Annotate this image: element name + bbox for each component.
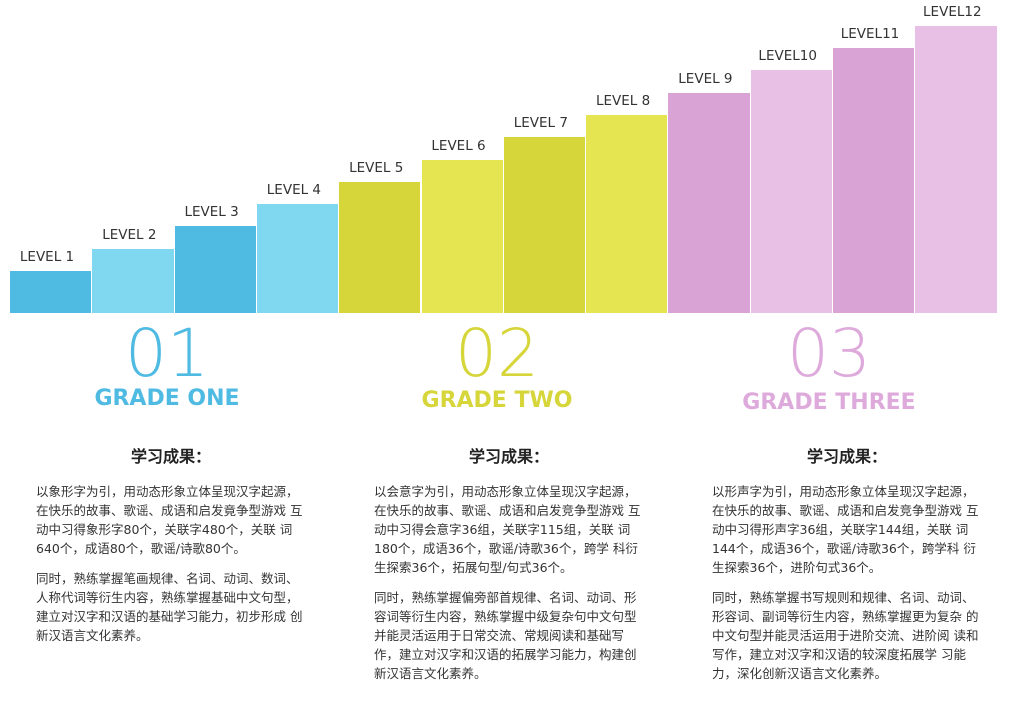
paragraph: 同时，熟练掌握笔画规律、名词、动词、数词、 人称代词等衍生内容，熟练掌握基础中文… bbox=[36, 571, 303, 643]
level-bar bbox=[10, 271, 92, 313]
level-label: LEVEL 6 bbox=[431, 137, 486, 154]
level-label: LEVEL 1 bbox=[19, 249, 75, 265]
level-bar bbox=[915, 25, 997, 313]
paragraph: 以形声字为引，用动态形象立体呈现汉字起源， 在快乐的故事、歌谣、成语和启发竞争型… bbox=[712, 484, 979, 575]
level-label: LEVEL11 bbox=[840, 26, 900, 42]
level-bar bbox=[92, 248, 174, 313]
level-label: LEVEL10 bbox=[758, 48, 817, 65]
level-bar bbox=[503, 137, 586, 313]
level-bar bbox=[256, 204, 339, 313]
description: 以会意字为引，用动态形象立体呈现汉字起源， 在快乐的故事、歌谣、成语和启发竞争型… bbox=[374, 482, 644, 694]
section-heading: 学习成果： bbox=[468, 447, 549, 466]
grade-name: GRADE TWO bbox=[421, 388, 573, 413]
level-label: LEVEL 7 bbox=[513, 115, 568, 132]
level-bar bbox=[668, 92, 750, 313]
section-heading: 学习成果： bbox=[806, 447, 887, 466]
level-label: LEVEL 3 bbox=[184, 204, 239, 221]
grade-name: GRADE ONE bbox=[94, 386, 240, 411]
level-label: LEVEL12 bbox=[923, 3, 982, 20]
grade-number: 03 bbox=[787, 315, 871, 392]
level-label: LEVEL 8 bbox=[595, 92, 651, 109]
level-bar bbox=[833, 48, 915, 313]
level-bar bbox=[174, 226, 256, 313]
level-bar bbox=[421, 159, 503, 313]
paragraph: 以象形字为引，用动态形象立体呈现汉字起源， 在快乐的故事、歌谣、成语和启发竟争型… bbox=[36, 484, 303, 556]
level-bar bbox=[339, 181, 421, 313]
description: 以象形字为引，用动态形象立体呈现汉字起源， 在快乐的故事、歌谣、成语和启发竟争型… bbox=[36, 482, 306, 656]
level-label: LEVEL 9 bbox=[678, 70, 733, 87]
grade-number: 01 bbox=[125, 315, 209, 392]
level-bar bbox=[750, 70, 832, 313]
description: 以形声字为引，用动态形象立体呈现汉字起源， 在快乐的故事、歌谣、成语和启发竞争型… bbox=[712, 482, 982, 694]
paragraph: 同时，熟练掌握书写规则和规律、名词、动词、 形容词、副词等衍生内容，熟练掌握更为… bbox=[712, 590, 979, 681]
section-heading: 学习成果： bbox=[130, 447, 211, 466]
paragraph: 同时，熟练掌握偏旁部首规律、名词、动词、形容词等衍生内容，熟练掌握中级复杂句中文… bbox=[374, 590, 637, 681]
level-label: LEVEL 4 bbox=[266, 182, 321, 199]
grade-name: GRADE THREE bbox=[742, 390, 916, 415]
paragraph: 以会意字为引，用动态形象立体呈现汉字起源， 在快乐的故事、歌谣、成语和启发竞争型… bbox=[374, 484, 641, 575]
grade-number: 02 bbox=[455, 315, 539, 392]
level-bar bbox=[586, 114, 668, 313]
level-label: LEVEL 5 bbox=[349, 159, 404, 176]
level-label: LEVEL 2 bbox=[102, 226, 157, 243]
